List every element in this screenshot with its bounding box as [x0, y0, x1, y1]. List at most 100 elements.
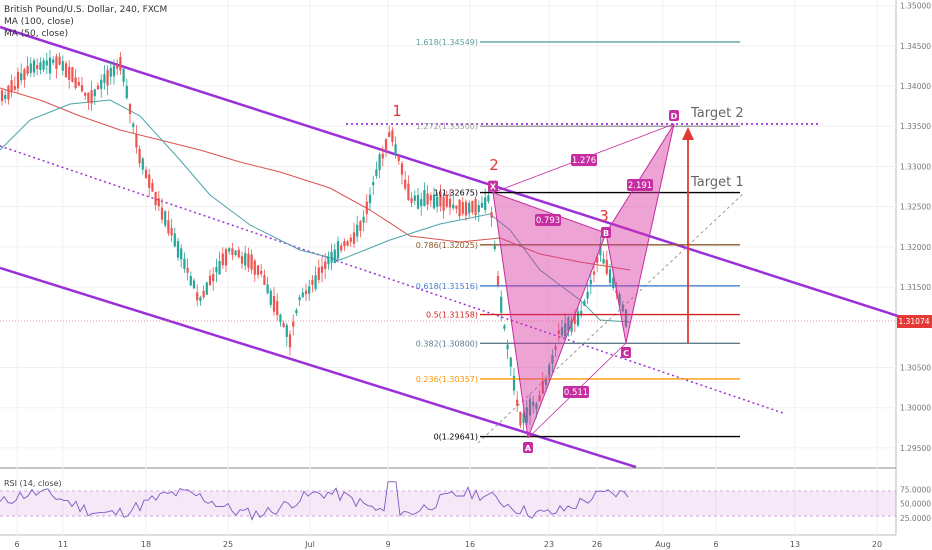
candle-body [330, 251, 333, 263]
candle-body [490, 212, 493, 218]
candle-body [509, 357, 512, 367]
x-tick-label: Jul [304, 540, 315, 549]
candle-body [32, 60, 36, 73]
candle-body [135, 134, 138, 148]
wave-label-1: 1 [392, 102, 402, 120]
candle-body [474, 198, 477, 216]
x-tick-label: 6 [713, 540, 718, 549]
candle-body [234, 250, 237, 255]
candle-body [503, 325, 506, 329]
fib-label: 0.5(1.31158) [426, 311, 478, 320]
candle-body [23, 69, 26, 80]
candle-body [464, 201, 468, 216]
candle-body [154, 191, 157, 206]
candle-body [52, 59, 55, 63]
legend-ma50: MA (50, close) [4, 29, 69, 39]
candle-body [295, 309, 298, 314]
candle-body [247, 253, 250, 268]
candle-body [292, 321, 295, 327]
candle-body [13, 85, 16, 90]
ratio-label: 0.793 [536, 216, 560, 226]
candle-body [109, 67, 112, 77]
candle-body [228, 248, 231, 252]
y-tick-label: 1.29500 [900, 444, 931, 453]
harmonic-xab-triangle [492, 191, 607, 439]
candle-body [55, 56, 58, 69]
candle-body [448, 198, 452, 208]
harmonic-point-d: D [671, 112, 678, 121]
candle-body [413, 195, 416, 201]
candle-body [532, 401, 535, 406]
candle-body [468, 202, 471, 214]
candle-body [256, 265, 260, 275]
candle-body [4, 95, 7, 100]
candle-body [436, 196, 439, 207]
candle-body [298, 297, 301, 301]
target2-label: Target 2 [690, 106, 744, 121]
y-tick-label: 1.33500 [900, 122, 931, 131]
candle-body [592, 271, 596, 275]
candle-body [404, 179, 407, 189]
candle-body [39, 62, 42, 70]
candle-body [80, 84, 84, 92]
candle-body [560, 327, 564, 336]
candle-body [183, 258, 186, 269]
fib-label: 0.786(1.32025) [416, 241, 478, 250]
candle-body [608, 269, 612, 283]
fib-label: 0.236(1.30357) [416, 375, 478, 384]
candle-body [429, 195, 432, 201]
candle-body [522, 413, 525, 424]
candle-body [548, 364, 551, 376]
ma100-line [0, 87, 631, 271]
candle-body [208, 275, 212, 286]
candle-body [189, 276, 192, 286]
candle-body [471, 200, 474, 213]
candle-body [512, 376, 516, 391]
candle-body [442, 196, 445, 211]
candle-body [58, 56, 61, 65]
candle-body [477, 205, 480, 212]
candle-body [314, 275, 317, 289]
candle-body [567, 317, 570, 331]
ratio-box [563, 386, 589, 398]
chart-legend: British Pound/U.S. Dollar, 240, FXCM MA … [4, 4, 167, 40]
candle-body [116, 64, 119, 69]
candle-body [554, 346, 557, 350]
candle-body [84, 92, 87, 96]
candle-body [26, 65, 29, 74]
candle-body [205, 282, 208, 295]
candle-body [7, 85, 10, 100]
harmonic-point-box [601, 227, 611, 238]
candle-body [16, 71, 20, 89]
candle-body [90, 90, 93, 104]
candle-body [29, 63, 32, 73]
ma50-line [0, 99, 631, 323]
rsi-tick-label: 25.0000 [900, 514, 931, 523]
candle-body [276, 301, 279, 316]
candle-body [93, 89, 96, 97]
y-tick-label: 1.32500 [900, 203, 931, 212]
candle-body [125, 85, 128, 99]
candle-body [128, 103, 132, 115]
candle-body [320, 266, 324, 273]
y-tick-label: 1.35000 [900, 2, 931, 11]
candle-body [352, 232, 356, 244]
fib-label: 0.618(1.31516) [416, 282, 478, 291]
candle-body [596, 256, 599, 264]
candle-body [541, 380, 544, 394]
candle-body [119, 56, 122, 71]
candle-body [244, 253, 247, 266]
candle-body [397, 156, 400, 161]
candle-body [576, 311, 580, 326]
rsi-tick-label: 75.0000 [900, 485, 931, 494]
candle-body [240, 256, 244, 264]
candle-body [215, 267, 218, 273]
candle-body [484, 197, 487, 210]
last-price-value: 1.31074 [898, 317, 929, 326]
candle-body [346, 241, 349, 246]
candle-body [496, 276, 500, 286]
y-tick-label: 1.31500 [900, 283, 931, 292]
x-tick-label: 16 [465, 540, 475, 549]
candle-body [583, 300, 586, 306]
